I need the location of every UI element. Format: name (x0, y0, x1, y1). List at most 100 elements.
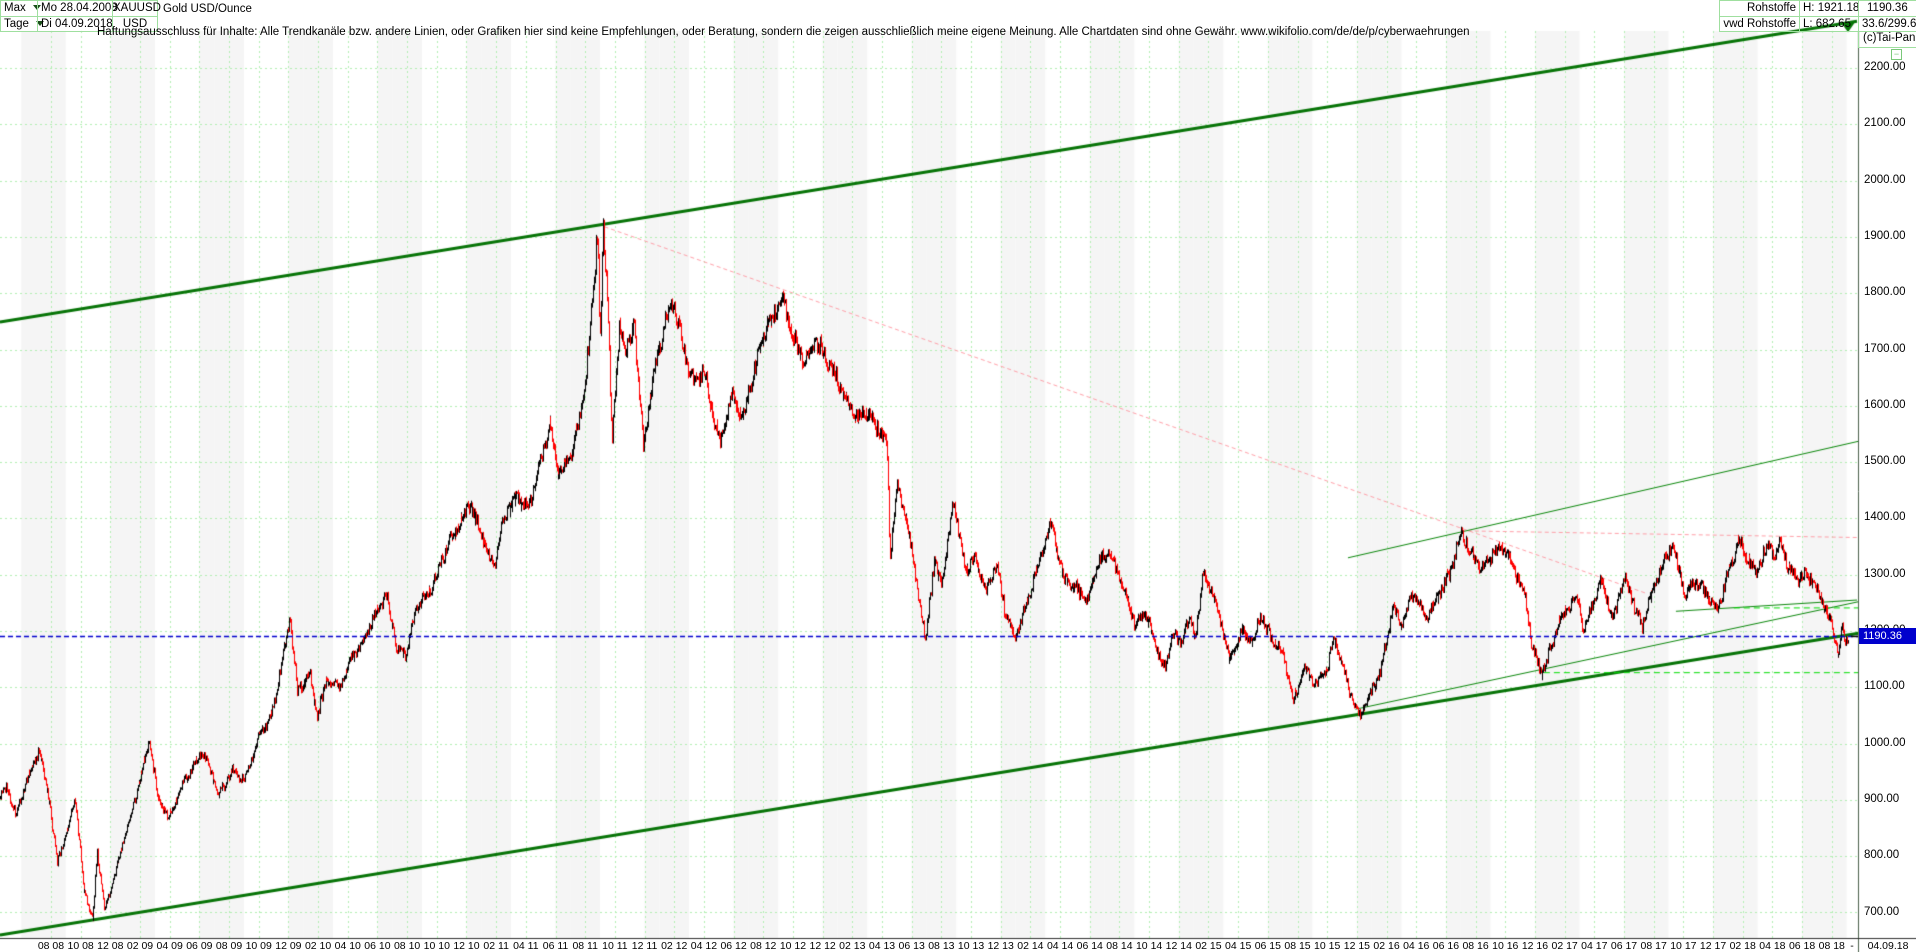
x-axis-label: 10 14 (1135, 940, 1163, 952)
x-axis-label: 06 15 (1254, 940, 1281, 952)
x-axis-label: 10 12 (779, 940, 807, 952)
x-axis-label: 10 09 (245, 940, 272, 952)
x-axis-label: 02 09 (126, 940, 154, 952)
x-axis-label: 12 10 (453, 940, 480, 952)
y-axis-label: 1600.00 (1864, 398, 1906, 411)
last-price-tag: 1190.36 (1859, 628, 1916, 645)
x-axis-label: 06 11 (542, 940, 569, 952)
x-axis-label: 10 10 (423, 940, 450, 952)
period-high-cell: H: 1921.18 (1799, 0, 1859, 17)
x-axis-label: 12 09 (275, 940, 302, 952)
x-axis-label: 08 10 (393, 940, 421, 952)
x-axis-label: 02 14 (1017, 940, 1044, 952)
disclaimer-text: Haftungsausschluss für Inhalte: Alle Tre… (97, 26, 1470, 38)
x-axis-label: 06 17 (1610, 940, 1638, 952)
x-axis-label: 04 14 (1046, 940, 1074, 952)
x-axis-label: 04 09 (156, 940, 183, 952)
range-info: 33.6/299.6 (1862, 18, 1916, 30)
end-date-value: Di 04.09.2018 (41, 18, 113, 30)
copyright-label: (c)Tai-Pan (1863, 32, 1916, 44)
x-axis-label: 08 14 (1106, 940, 1133, 952)
x-axis-label: 04 17 (1581, 940, 1608, 952)
x-axis-label: 04 16 (1403, 940, 1430, 952)
chevron-down-icon (35, 21, 44, 27)
x-axis-label: 04 11 (513, 940, 539, 952)
x-axis-label: 04 15 (1225, 940, 1252, 952)
period-low-cell: L: 682.65 (1799, 16, 1859, 32)
x-axis-label: 10 15 (1314, 940, 1341, 952)
feed-name-cell: Rohstoffe (1719, 0, 1800, 17)
y-axis-label: 2100.00 (1864, 117, 1906, 130)
x-axis-label: 08 13 (928, 940, 955, 952)
x-axis-label: 02 16 (1373, 940, 1400, 952)
currency-cell: USD (112, 16, 158, 32)
x-axis-label: 12 12 (809, 940, 836, 952)
y-axis-label: 1100.00 (1864, 680, 1905, 693)
period-dropdown-label: Tage (4, 18, 29, 30)
x-axis-label: 12 14 (1165, 940, 1192, 952)
last-value: 1190.36 (1867, 2, 1908, 14)
x-axis-label: 12 15 (1343, 940, 1371, 952)
x-axis-label: 06 10 (364, 940, 391, 952)
x-axis-label: 12 13 (987, 940, 1014, 952)
symbol-label: XAUUSD (113, 2, 161, 14)
instrument-title: Gold USD/Ounce (163, 3, 252, 15)
x-axis-label: 12 11 (631, 940, 658, 952)
y-axis-label: 1800.00 (1864, 286, 1906, 299)
range-info-cell: 33.6/299.6 (1858, 16, 1916, 32)
currency-label: USD (122, 18, 148, 30)
y-axis-label: 1300.00 (1864, 567, 1906, 580)
minus-icon: − (1893, 49, 1900, 59)
x-axis-label: 08 18 (1818, 940, 1845, 952)
last-value-cell: 1190.36 (1858, 0, 1916, 17)
y-axis-label: 700.00 (1864, 905, 1900, 918)
x-axis-label: 06 16 (1432, 940, 1460, 952)
x-axis-label: 02 18 (1729, 940, 1756, 952)
feed-vendor: vwd Rohstoffe (1723, 18, 1796, 30)
x-axis-label: 12 16 (1521, 940, 1549, 952)
x-axis-end-date: 04.09.18 (1867, 940, 1909, 952)
period-low: L: 682.65 (1803, 18, 1851, 30)
y-axis-label: 2200.00 (1864, 61, 1906, 73)
x-axis-label: 08 15 (1284, 940, 1311, 952)
y-axis-label: 1700.00 (1864, 342, 1906, 355)
collapse-scale-button[interactable]: − (1891, 49, 1902, 60)
x-axis-label: 12 08 (97, 940, 124, 952)
y-axis-label: 800.00 (1864, 849, 1900, 862)
x-axis-label: 10 17 (1670, 940, 1697, 952)
x-axis-label: 02 17 (1551, 940, 1578, 952)
x-axis-label: 02 13 (839, 940, 866, 952)
start-date-value: Mo 28.04.2008 (41, 2, 118, 14)
copyright-cell: (c)Tai-Pan (1858, 31, 1916, 48)
x-axis-label: 08 16 (1462, 940, 1489, 952)
period-dropdown[interactable]: Tage (0, 16, 44, 32)
symbol-cell: XAUUSD (112, 0, 161, 17)
chevron-down-icon (32, 5, 41, 11)
x-axis-label: 12 17 (1699, 940, 1727, 952)
period-high: H: 1921.18 (1803, 2, 1860, 14)
x-axis-label: 08 11 (572, 940, 598, 952)
x-axis-label: 10 08 (67, 940, 94, 952)
y-axis-label: 900.00 (1864, 792, 1900, 805)
feed-name: Rohstoffe (1746, 2, 1796, 14)
y-axis-label: 1400.00 (1864, 511, 1906, 524)
x-axis-label: 02 15 (1195, 940, 1222, 952)
x-axis-label: 06 13 (898, 940, 925, 952)
x-axis-label: 06 12 (720, 940, 747, 952)
x-axis-label: 02 11 (483, 940, 509, 952)
y-axis-label: 1000.00 (1864, 736, 1906, 749)
x-axis-label: 08 12 (750, 940, 777, 952)
x-axis-label: 04 12 (690, 940, 718, 952)
x-axis-label: 06 14 (1076, 940, 1103, 952)
x-axis-label: 06 18 (1788, 940, 1816, 952)
start-date-field[interactable]: Mo 28.04.2008 (37, 0, 118, 17)
range-dropdown[interactable]: Max (0, 0, 41, 17)
y-axis-label: 1500.00 (1864, 455, 1906, 468)
x-axis-label: 10 16 (1492, 940, 1519, 952)
x-axis-label: 04 18 (1759, 940, 1786, 952)
x-axis-label: 10 13 (957, 940, 985, 952)
x-axis-label: 02 12 (661, 940, 688, 952)
x-axis-label: 08 17 (1640, 940, 1667, 952)
